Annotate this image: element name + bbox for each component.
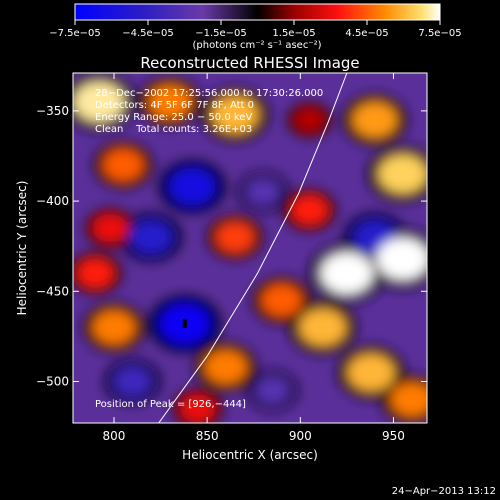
colorbar-tick-label: −4.5e−05 [122,28,174,39]
map-blob [245,178,281,207]
info-annotations: 28−Dec−2002 17:25:56.000 to 17:30:26.000… [95,88,323,410]
y-tick-label: −400 [36,194,69,208]
map-blob [76,258,115,289]
map-blob [254,376,291,405]
x-axis-label: Heliocentric X (arcsec) [182,448,318,462]
map-blob [180,394,216,423]
annotation-energy: Energy Range: 25.0 − 50.0 keV [95,112,252,123]
map-blob [347,353,395,392]
peak-marker [182,318,187,328]
map-blob [148,84,192,119]
image-map [73,73,427,423]
map-blob [211,95,259,134]
y-tick-label: −350 [36,104,69,118]
map-blob [112,365,153,398]
peak-position-label: Position of Peak = [926,−444] [95,399,246,410]
annotation-detectors: Detectors: 4F 5F 6F 7F 8F, Att 0 [95,100,254,111]
map-blob [376,237,427,280]
map-blob [215,221,255,253]
colorbar-gradient [74,3,441,21]
annotation-counts: Clean Total counts: 3.26E+03 [95,124,252,135]
colorbar-tick-label: −7.5e−05 [49,28,101,39]
render-timestamp: 24−Apr−2013 13:12 [392,486,496,497]
plot-frame [72,72,428,424]
annotation-time: 28−Dec−2002 17:25:56.000 to 17:30:26.000 [95,88,323,99]
map-blob [299,308,347,347]
y-tick-label: −450 [36,284,69,298]
y-axis-label: Heliocentric Y (arcsec) [15,181,29,316]
x-tick-label: 800 [103,429,126,443]
colorbar-ticks: −7.5e−05 −4.5e−05 −1.5e−05 1.5e−05 4.5e−05 7.… [49,20,462,39]
colorbar-tick-label: 4.5e−05 [345,28,388,39]
map-blob [102,148,144,182]
map-blob [204,349,248,385]
map-blob [352,102,398,138]
x-axis: 800 850 900 950 [103,73,405,443]
colorbar-tick-label: 1.5e−05 [272,28,315,39]
colorbar: −7.5e−05 −4.5e−05 −1.5e−05 1.5e−05 4.5e−05 7.… [49,3,462,51]
x-tick-label: 850 [196,429,219,443]
map-blob [390,382,427,417]
solar-limb-line [158,73,348,423]
map-blob [168,168,216,206]
y-tick-label: −500 [36,375,69,389]
map-blob [261,283,303,317]
colorbar-tick-label: −1.5e−05 [195,28,247,39]
map-blob [92,310,136,345]
colorbar-tick-label: 7.5e−05 [418,28,461,39]
colorbar-unit-label: (photons cm⁻² s⁻¹ asec⁻²) [192,40,321,51]
map-blob [378,154,427,194]
plot-area: 28−Dec−2002 17:25:56.000 to 17:30:26.000… [36,72,428,443]
map-blob [92,214,129,243]
map-blob [320,252,374,295]
y-axis: −350 −400 −450 −500 [36,104,427,389]
map-blob [129,220,173,255]
x-tick-label: 950 [382,429,405,443]
x-tick-label: 900 [289,429,312,443]
map-blob [290,195,329,225]
map-blob [293,107,326,133]
chart-title: Reconstructed RHESSI Image [140,54,359,72]
map-blob [73,81,125,123]
